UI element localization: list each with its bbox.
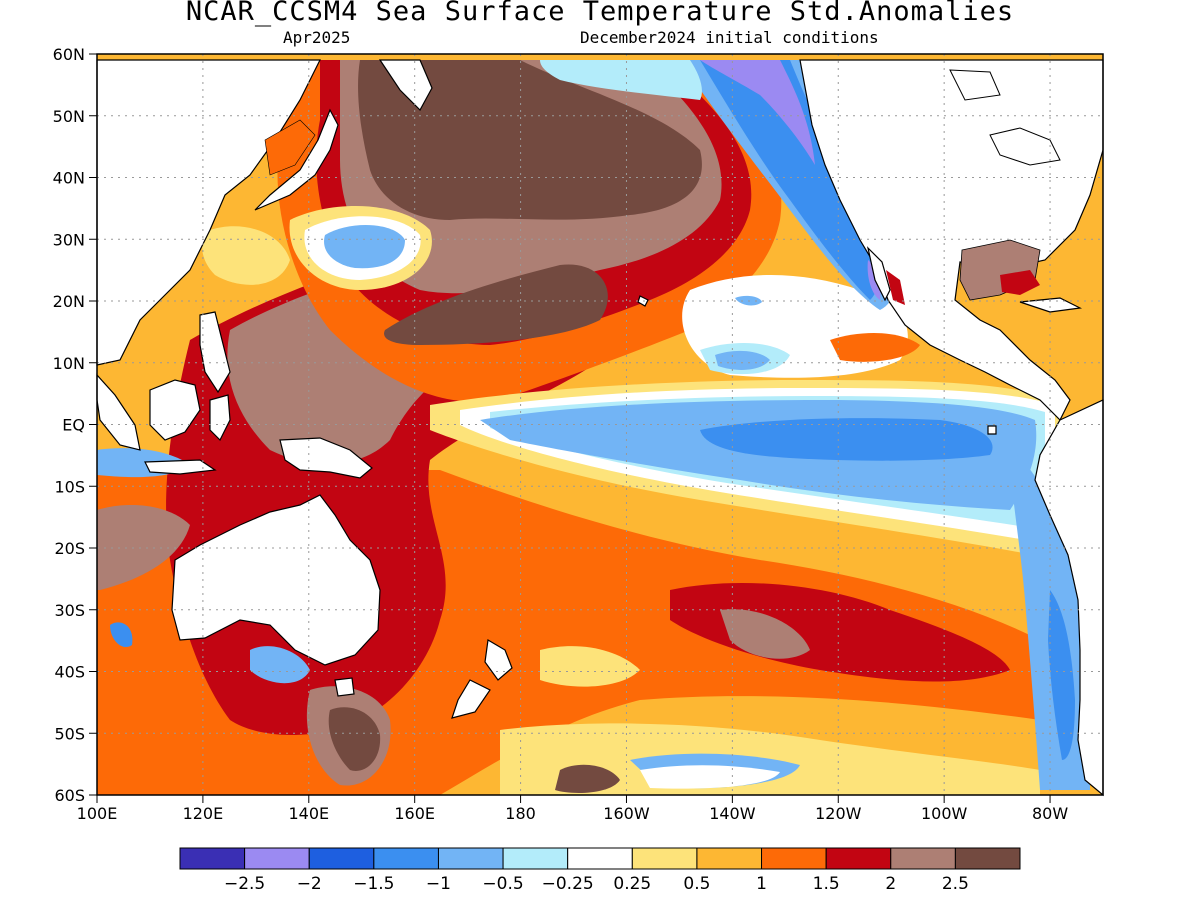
latitude-axis: 60N 50N 40N 30N 20N 10N EQ 10S 20S 30S 40S 50S 60S: [53, 45, 97, 805]
australia-land: [171, 494, 381, 666]
new-guinea-land: [279, 437, 373, 479]
colorbar-label: −0.5: [482, 874, 523, 894]
lon-tick-label: 100E: [77, 804, 118, 823]
kuroshio-blue-blob: [324, 224, 405, 269]
gulf-of-california-red: [886, 270, 905, 305]
indian-ocean-brown-1: [97, 505, 190, 590]
lat-tick-label: 30N: [53, 230, 85, 249]
lon-tick-label: 120E: [183, 804, 224, 823]
eastern-pacific-blue: [700, 418, 993, 461]
gulf-of-mexico-red: [1000, 270, 1040, 295]
forecast-month: Apr2025: [283, 28, 351, 47]
colorbar: −2.5 −2 −1.5 −1 −0.5 −0.25 0.25 0.5 1 1.5 2 2.5: [179, 847, 1021, 894]
colorbar-label: 0.5: [683, 874, 710, 894]
ne-pacific-lightblue-1: [715, 350, 770, 370]
alaska-lavender-strip: [700, 60, 815, 165]
kuroshio-yellow-blob-west: [202, 226, 290, 285]
lat-tick-label: 20N: [53, 292, 85, 311]
colorbar-swatch: [373, 847, 439, 870]
colorbar-label: 1.5: [813, 874, 840, 894]
colorbar-swatch: [502, 847, 569, 870]
tasmania-land: [334, 677, 355, 697]
hudson-bay-outline: [949, 69, 1001, 101]
colorbar-label: −1: [426, 874, 451, 894]
lat-tick-label: 40N: [53, 169, 85, 188]
lat-tick-label: EQ: [62, 416, 85, 435]
lat-tick-label: 10N: [53, 354, 85, 373]
south-aus-dark-brown: [328, 707, 381, 771]
south-pacific-brown-patch: [720, 609, 810, 659]
ne-pacific-orange-patch: [830, 333, 920, 362]
colorbar-label: −2.5: [224, 874, 265, 894]
chart-title: NCAR_CCSM4 Sea Surface Temperature Std.A…: [185, 0, 1015, 27]
borneo-land: [149, 379, 201, 441]
tasman-lightblue: [250, 646, 310, 684]
galapagos-land: [987, 425, 997, 435]
colorbar-swatch: [437, 847, 504, 870]
colorbar-swatch: [761, 847, 827, 870]
lon-tick-label: 120W: [815, 804, 862, 823]
baja-lavender: [867, 260, 881, 300]
lon-tick-label: 140W: [709, 804, 756, 823]
lon-tick-label: 160E: [394, 804, 435, 823]
lat-tick-label: 50N: [53, 107, 85, 126]
colorbar-swatch: [567, 847, 633, 870]
south-pacific-yellow-patch: [540, 646, 640, 687]
colorbar-swatch: [631, 847, 698, 870]
lon-tick-label: 160W: [603, 804, 650, 823]
colorbar-swatch: [308, 847, 375, 870]
lat-tick-label: 60S: [54, 786, 85, 805]
colorbar-swatch: [696, 847, 763, 870]
lon-tick-label: 180: [505, 804, 536, 823]
lon-tick-label: 80W: [1032, 804, 1068, 823]
lon-tick-label: 100W: [921, 804, 968, 823]
southern-ocean-white-1: [640, 765, 780, 789]
lon-tick-label: 140E: [288, 804, 329, 823]
lat-tick-label: 60N: [53, 45, 85, 64]
great-lakes-outline: [989, 127, 1061, 166]
lat-tick-label: 10S: [54, 477, 85, 496]
asia-mainland-land: [96, 59, 321, 366]
colorbar-label: 2.5: [942, 874, 969, 894]
indian-ocean-blue-1: [110, 622, 133, 648]
colorbar-label: 1: [756, 874, 767, 894]
colorbar-label: −0.25: [542, 874, 594, 894]
colorbar-swatch: [179, 847, 246, 870]
colorbar-label: −1.5: [353, 874, 394, 894]
california-current-blue: [700, 60, 878, 300]
japan-land: [254, 108, 339, 211]
initial-conditions-label: December2024 initial conditions: [580, 28, 879, 47]
java-land: [144, 459, 217, 475]
kamchatka-land: [378, 59, 433, 111]
colorbar-label: 0.25: [613, 874, 651, 894]
colorbar-swatch: [244, 847, 310, 870]
south-pacific-red-patch: [670, 582, 1010, 682]
north-pacific-dark-brown: [358, 60, 702, 220]
lat-tick-label: 50S: [54, 724, 85, 743]
colorbar-swatch: [890, 847, 956, 870]
land-overlays: [264, 69, 1061, 305]
colorbar-label: −2: [297, 874, 322, 894]
colorbar-swatch: [954, 847, 1021, 870]
colorbar-label: 2: [885, 874, 896, 894]
gridlines: [97, 54, 1103, 795]
gulf-alaska-lightcyan: [540, 60, 702, 100]
north-pacific-dark-brown-lower: [384, 264, 608, 345]
lat-tick-label: 30S: [54, 601, 85, 620]
chile-coast-blue: [1048, 590, 1075, 760]
philippines-land: [199, 311, 231, 394]
new-zealand-south-land: [451, 679, 491, 719]
sea-of-japan-orange: [264, 119, 316, 176]
lat-tick-label: 40S: [54, 663, 85, 682]
map-area: [97, 54, 1103, 795]
new-zealand-north-land: [484, 639, 513, 681]
lat-tick-label: 20S: [54, 539, 85, 558]
baja-california-land: [866, 246, 891, 302]
southern-ocean-dark-brown: [555, 764, 620, 793]
colorbar-swatch: [825, 847, 892, 870]
longitude-axis: 100E 120E 140E 160E 180 160W 140W 120W 100W 80W: [77, 795, 1068, 823]
